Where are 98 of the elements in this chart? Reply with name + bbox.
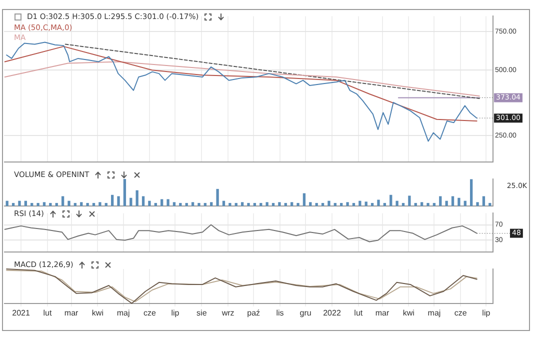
- bar: [334, 202, 336, 206]
- bar: [377, 200, 380, 206]
- bar: [432, 202, 436, 206]
- bar: [470, 179, 473, 206]
- bar: [204, 202, 206, 206]
- bar: [278, 202, 281, 206]
- bar: [426, 202, 430, 206]
- bar: [148, 200, 151, 206]
- bar: [464, 200, 466, 206]
- bar: [80, 202, 83, 206]
- bar: [482, 196, 486, 206]
- x-tick-label: maj: [116, 308, 130, 318]
- x-tick-label: lis: [276, 308, 284, 318]
- x-tick-label: cze: [143, 308, 156, 318]
- x-tick-label: mar: [375, 308, 390, 318]
- bar: [191, 202, 194, 206]
- bar: [451, 196, 454, 206]
- bar: [117, 196, 120, 206]
- bar: [92, 202, 96, 206]
- bar: [390, 194, 392, 206]
- bar: [222, 200, 226, 206]
- bar: [166, 199, 170, 206]
- bar: [12, 202, 15, 206]
- bar: [18, 200, 21, 206]
- bar: [123, 179, 126, 206]
- bar: [414, 202, 417, 206]
- bar: [154, 202, 157, 206]
- x-tick-label: lut: [354, 308, 364, 318]
- bar: [358, 200, 362, 206]
- bar: [458, 198, 460, 206]
- bar: [402, 202, 405, 206]
- x-tick-label: lut: [43, 308, 52, 318]
- bar: [198, 202, 200, 206]
- x-tick-label: paź: [247, 308, 260, 318]
- bar: [364, 202, 368, 206]
- x-tick-label: sie: [196, 308, 208, 318]
- x-tick-label: 2021: [12, 308, 30, 318]
- bar: [210, 202, 213, 206]
- bar: [370, 202, 374, 206]
- bar: [266, 202, 268, 206]
- bar: [302, 193, 306, 206]
- bar: [346, 202, 349, 206]
- bar: [296, 202, 300, 206]
- x-tick-label: mar: [64, 308, 79, 318]
- bar: [445, 200, 448, 206]
- bar: [49, 202, 52, 206]
- bar: [253, 202, 256, 206]
- bar: [290, 202, 294, 206]
- bar: [309, 202, 312, 206]
- bar: [110, 194, 114, 206]
- bar: [328, 200, 330, 206]
- bar: [352, 202, 356, 206]
- bar: [247, 202, 250, 206]
- bar: [228, 202, 232, 206]
- x-tick-label: lip: [171, 308, 180, 318]
- bar: [160, 199, 164, 206]
- bar: [74, 202, 77, 206]
- bar: [216, 188, 219, 206]
- bar: [55, 202, 58, 206]
- x-tick-label: gru: [300, 308, 312, 318]
- bar: [476, 202, 479, 206]
- x-tick-label: 2022: [323, 308, 342, 318]
- bar: [315, 202, 318, 206]
- bar: [130, 198, 132, 206]
- bar: [284, 202, 287, 206]
- x-tick-label: cze: [454, 308, 468, 318]
- bar: [98, 202, 102, 206]
- bar: [383, 202, 386, 206]
- bar: [30, 202, 34, 206]
- bar: [240, 202, 244, 206]
- bar: [439, 196, 442, 206]
- bar: [185, 202, 188, 206]
- bar: [272, 202, 275, 206]
- x-tick-label: maj: [428, 308, 441, 318]
- bar: [142, 196, 145, 206]
- x-tick-label: lip: [482, 308, 491, 318]
- bar: [6, 200, 8, 206]
- bar: [260, 202, 262, 206]
- x-tick-label: wrz: [220, 308, 234, 318]
- bar: [420, 202, 424, 206]
- bar: [86, 202, 89, 206]
- bar: [396, 200, 398, 206]
- bar: [68, 200, 70, 206]
- x-tick-label: kwi: [92, 308, 104, 318]
- bar: [24, 200, 27, 206]
- bar: [408, 196, 411, 206]
- bar: [172, 202, 176, 206]
- bar: [61, 196, 64, 206]
- bar: [36, 202, 40, 206]
- bar: [321, 202, 324, 206]
- bar: [136, 190, 138, 206]
- bar: [104, 202, 108, 206]
- x-tick-label: kwi: [402, 308, 415, 318]
- bar: [234, 202, 238, 206]
- bar: [42, 202, 46, 206]
- bar: [488, 202, 492, 206]
- bar: [340, 202, 343, 206]
- bar: [179, 202, 182, 206]
